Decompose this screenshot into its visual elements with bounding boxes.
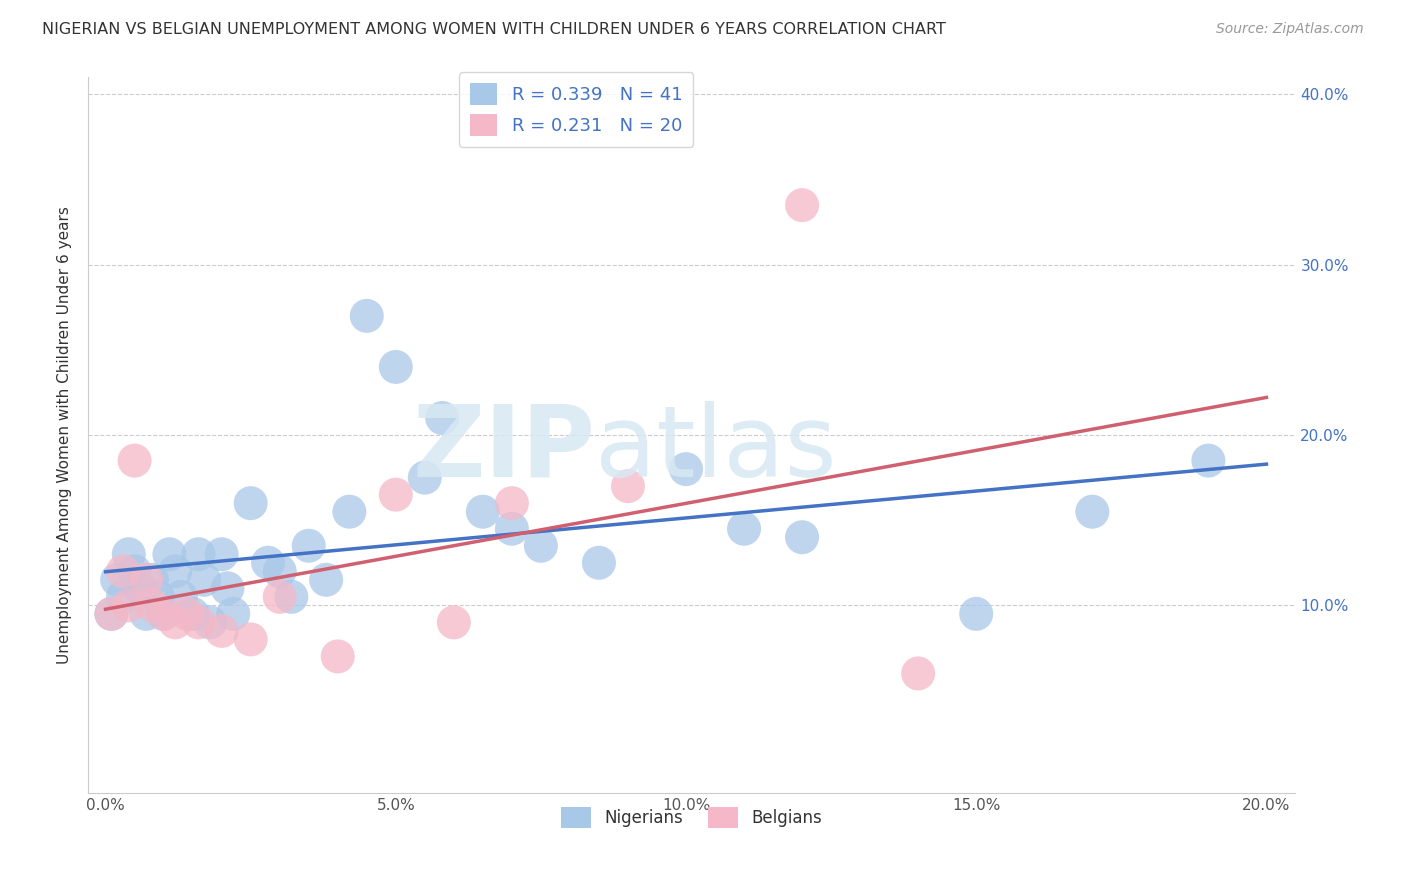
Point <box>269 590 291 604</box>
Point <box>501 522 523 536</box>
Point <box>135 573 157 587</box>
Point <box>443 615 465 630</box>
Point <box>1197 453 1219 467</box>
Point <box>965 607 987 621</box>
Point <box>181 607 204 621</box>
Point <box>100 607 122 621</box>
Point <box>790 530 813 544</box>
Point <box>211 624 233 638</box>
Point <box>222 607 245 621</box>
Point <box>157 547 180 561</box>
Text: atlas: atlas <box>595 401 837 498</box>
Point <box>280 590 302 604</box>
Point <box>100 607 122 621</box>
Point <box>384 488 406 502</box>
Point <box>356 309 378 323</box>
Text: ZIP: ZIP <box>412 401 595 498</box>
Point <box>105 573 128 587</box>
Text: NIGERIAN VS BELGIAN UNEMPLOYMENT AMONG WOMEN WITH CHILDREN UNDER 6 YEARS CORRELA: NIGERIAN VS BELGIAN UNEMPLOYMENT AMONG W… <box>42 22 946 37</box>
Point <box>1081 505 1104 519</box>
Point <box>326 649 349 664</box>
Point <box>135 607 157 621</box>
Point <box>675 462 697 476</box>
Point <box>165 615 187 630</box>
Text: Source: ZipAtlas.com: Source: ZipAtlas.com <box>1216 22 1364 37</box>
Point <box>141 599 163 613</box>
Point <box>170 590 193 604</box>
Point <box>152 607 174 621</box>
Point <box>907 666 929 681</box>
Y-axis label: Unemployment Among Women with Children Under 6 years: Unemployment Among Women with Children U… <box>58 206 72 664</box>
Point <box>239 632 262 647</box>
Point <box>217 582 239 596</box>
Point <box>298 539 321 553</box>
Point <box>141 573 163 587</box>
Point <box>530 539 553 553</box>
Point <box>337 505 360 519</box>
Point <box>118 547 141 561</box>
Point <box>124 564 146 578</box>
Point <box>124 453 146 467</box>
Point <box>111 564 134 578</box>
Point <box>152 607 174 621</box>
Point <box>198 615 221 630</box>
Point <box>193 573 215 587</box>
Point <box>165 564 187 578</box>
Point <box>129 582 152 596</box>
Legend: Nigerians, Belgians: Nigerians, Belgians <box>554 801 830 834</box>
Point <box>617 479 640 493</box>
Point <box>269 564 291 578</box>
Point <box>118 599 141 613</box>
Point <box>239 496 262 510</box>
Point <box>384 359 406 374</box>
Point <box>413 470 436 484</box>
Point <box>257 556 280 570</box>
Point <box>176 607 198 621</box>
Point <box>733 522 755 536</box>
Point <box>432 411 454 425</box>
Point <box>146 590 169 604</box>
Point <box>187 615 209 630</box>
Point <box>588 556 610 570</box>
Point <box>187 547 209 561</box>
Point <box>111 590 134 604</box>
Point <box>501 496 523 510</box>
Point <box>211 547 233 561</box>
Point <box>471 505 494 519</box>
Point <box>315 573 337 587</box>
Point <box>790 198 813 212</box>
